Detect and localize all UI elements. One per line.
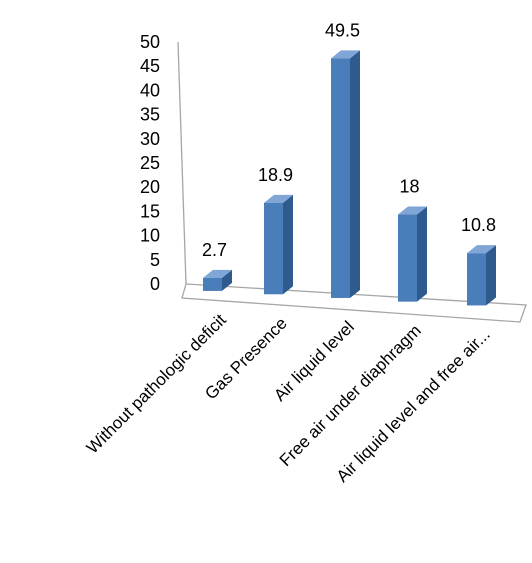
y-tick-label: 10 <box>140 226 160 246</box>
bar-top <box>264 194 293 203</box>
y-tick-label: 50 <box>140 32 160 52</box>
y-tick-label: 5 <box>150 250 160 270</box>
bar-top <box>467 245 496 254</box>
chart-bars <box>203 50 496 306</box>
bar <box>398 206 427 302</box>
bar-top <box>203 269 232 278</box>
y-axis-ticks: 0 5 10 15 20 25 30 35 40 45 50 <box>140 32 160 294</box>
bar-front <box>203 277 222 291</box>
y-tick-label: 15 <box>140 201 160 221</box>
y-tick-label: 25 <box>140 153 160 173</box>
y-tick-label: 0 <box>150 274 160 294</box>
y-tick-label: 35 <box>140 105 160 125</box>
bar-side <box>222 269 232 291</box>
data-label: 18.9 <box>258 165 293 185</box>
y-tick-label: 20 <box>140 177 160 197</box>
x-category-label: Free air under diaphragm <box>276 321 425 470</box>
bar-front <box>398 214 417 302</box>
data-labels: 2.7 18.9 49.5 18 10.8 <box>202 20 496 259</box>
data-label: 18 <box>399 177 419 197</box>
bar-side <box>417 206 427 302</box>
bar-front <box>331 58 350 298</box>
data-label: 2.7 <box>202 240 227 260</box>
x-category-label: Air liquid level and free air... <box>333 325 494 486</box>
bar-side <box>283 194 293 295</box>
bar-top <box>331 50 360 59</box>
y-tick-label: 30 <box>140 129 160 149</box>
bar-front <box>467 253 486 306</box>
bar <box>203 269 232 291</box>
y-tick-label: 45 <box>140 56 160 76</box>
bar-side <box>486 245 496 306</box>
y-tick-label: 40 <box>140 80 160 100</box>
bar <box>467 245 496 306</box>
data-label: 49.5 <box>325 20 360 40</box>
y-axis-line <box>177 41 187 285</box>
bar-side <box>350 50 360 298</box>
bar-front <box>264 202 283 295</box>
bar <box>264 194 293 295</box>
data-label: 10.8 <box>461 215 496 235</box>
bar <box>331 50 360 298</box>
bar-top <box>398 206 427 215</box>
